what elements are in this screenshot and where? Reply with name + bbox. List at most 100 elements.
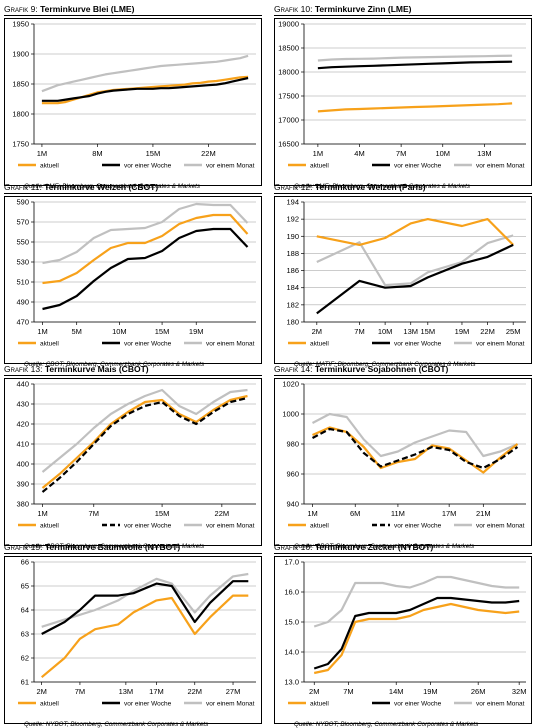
source-note: Quelle: CBOT; Bloomberg, Commerzbank Cor…: [24, 543, 205, 550]
legend-label: vor einem Monat: [206, 341, 255, 348]
source-note: Quelle: CBOT; Bloomberg, Commerzbank Cor…: [294, 543, 475, 550]
graphic-label: Grafik 11:: [4, 182, 42, 192]
x-tick-label: 2M: [309, 687, 319, 696]
y-tick-label: 18500: [278, 44, 299, 53]
graphic-label: Grafik 14:: [274, 364, 313, 374]
y-tick-label: 380: [16, 500, 29, 509]
x-tick-label: 7M: [396, 149, 406, 158]
legend-label: vor einem Monat: [476, 341, 525, 348]
chart-title: Grafik 12: Terminkurve Weizen (Paris): [274, 182, 426, 192]
series-line-aktuell: [41, 394, 248, 489]
series-line-monat: [41, 54, 249, 93]
x-tick-label: 7M: [89, 509, 99, 518]
x-tick-label: 7M: [75, 687, 85, 696]
y-tick-label: 390: [16, 480, 29, 489]
series-line-monat: [313, 575, 520, 628]
y-tick-label: 66: [21, 558, 29, 567]
y-tick-label: 16.0: [284, 588, 299, 597]
legend-label: vor einem Monat: [476, 701, 525, 708]
y-tick-label: 65: [21, 582, 29, 591]
x-tick-label: 19M: [455, 327, 470, 336]
chart-plot: 13.0 14.0 15.0 16.0 17.0 2M 7M 14M 19M 26M 32M aktu…: [284, 558, 527, 708]
source-note: Quelle: NYBOT; Bloomberg, Commerzbank Co…: [294, 721, 479, 728]
chart-frame: [4, 196, 262, 364]
x-tick-label: 32M: [512, 687, 527, 696]
series-line-woche: [41, 396, 248, 493]
chart-plot: 1750 1800 1850 1900 1950 1M 8M 15M 22M aktuell vor…: [12, 20, 256, 170]
x-tick-label: 15M: [155, 327, 170, 336]
x-tick-label: 1M: [37, 509, 47, 518]
y-tick-label: 1020: [282, 380, 299, 389]
y-tick-label: 16500: [278, 140, 299, 149]
x-tick-label: 4M: [354, 149, 364, 158]
y-tick-label: 420: [16, 420, 29, 429]
x-tick-label: 22M: [215, 509, 230, 518]
legend-label: vor einem Monat: [206, 523, 255, 530]
title-text: Terminkurve Weizen (Paris): [314, 182, 426, 192]
y-tick-label: 410: [16, 440, 29, 449]
x-tick-label: 5M: [71, 327, 81, 336]
title-text: Terminkurve Baumwolle (NYBOT): [44, 542, 181, 552]
x-tick-label: 8M: [92, 149, 102, 158]
title-text: Terminkurve Zucker (NYBOT): [314, 542, 434, 552]
x-tick-label: 13M: [119, 687, 134, 696]
legend-label: vor einem Monat: [476, 163, 525, 170]
legend-label: vor einer Woche: [124, 341, 172, 348]
chart-frame: [4, 18, 262, 186]
chart-title: Grafik 16: Terminkurve Zucker (NYBOT): [274, 542, 433, 552]
chart-frame: [274, 196, 532, 364]
series-line-woche: [41, 580, 249, 635]
chart-plot: 470 490 510 530 550 570 590 1M 5M 10M 15M 19M aktuel…: [16, 198, 256, 348]
series-line-aktuell: [317, 102, 513, 113]
legend-label: vor einer Woche: [394, 163, 442, 170]
series-line-monat: [316, 234, 514, 287]
y-tick-label: 1850: [12, 80, 29, 89]
chart-title: Grafik 11: Terminkurve Weizen (CBOT): [4, 182, 158, 192]
y-tick-label: 19000: [278, 20, 299, 29]
title-rule: [274, 553, 532, 554]
title-rule: [274, 375, 532, 376]
legend-label: vor einer Woche: [124, 163, 172, 170]
series-line-aktuell: [316, 218, 514, 247]
chart-plot: 940 960 980 1000 1020 1M 6M 11M 17M 21M aktuell vor…: [282, 380, 526, 530]
x-tick-label: 14M: [389, 687, 404, 696]
y-tick-label: 194: [286, 198, 299, 207]
chart-title: Grafik 13: Terminkurve Mais (CBOT): [4, 364, 149, 374]
x-tick-label: 26M: [471, 687, 486, 696]
y-tick-label: 192: [286, 215, 299, 224]
x-tick-label: 6M: [350, 509, 360, 518]
title-text: Terminkurve Sojabohnen (CBOT): [314, 364, 449, 374]
legend-label: vor einem Monat: [206, 701, 255, 708]
chart-title: Grafik 10: Terminkurve Zinn (LME): [274, 4, 412, 14]
x-tick-label: 10M: [378, 327, 393, 336]
x-tick-label: 11M: [391, 509, 405, 518]
y-tick-label: 960: [286, 470, 299, 479]
source-note: Quelle: LME; Bloomberg, Commerzbank Corp…: [294, 183, 471, 190]
title-rule: [4, 553, 262, 554]
title-rule: [274, 15, 532, 16]
series-line-aktuell: [40, 594, 249, 679]
legend-label: vor einer Woche: [394, 341, 442, 348]
title-rule: [274, 193, 532, 194]
y-tick-label: 430: [16, 400, 29, 409]
chart-frame: [274, 378, 532, 546]
y-tick-label: 940: [286, 500, 299, 509]
y-tick-label: 18000: [278, 68, 299, 77]
chart-frame: [274, 18, 532, 186]
source-note: Quelle: LME; Bloomberg, Commerzbank Corp…: [24, 183, 201, 190]
legend-label: aktuell: [310, 163, 329, 170]
x-tick-label: 1M: [313, 149, 323, 158]
legend-label: vor einem Monat: [206, 163, 255, 170]
y-tick-label: 180: [286, 318, 299, 327]
series-line-woche: [41, 76, 249, 102]
series-line-monat: [42, 202, 249, 265]
y-tick-label: 1800: [12, 110, 29, 119]
y-tick-label: 17000: [278, 116, 299, 125]
series-line-woche: [317, 60, 513, 70]
legend-label: aktuell: [40, 523, 59, 530]
graphic-label: Grafik 9:: [4, 4, 38, 14]
y-tick-label: 184: [286, 283, 299, 292]
x-tick-label: 17M: [149, 687, 164, 696]
series-line-monat: [41, 572, 249, 628]
y-tick-label: 61: [21, 678, 29, 687]
